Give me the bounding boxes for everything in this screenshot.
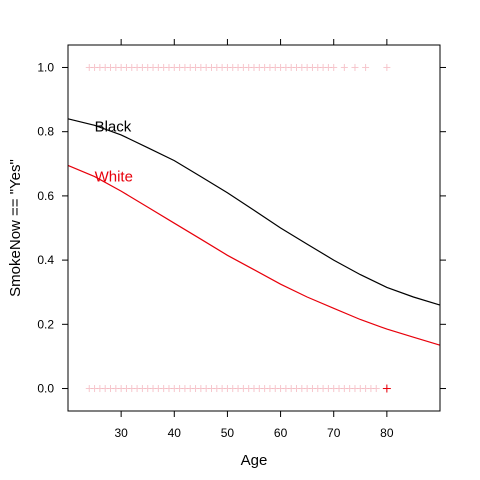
axis-ticks: 30 40 50 60 70 80 0.0 0.2 0.4 0.6 0.8 1.0 [37, 39, 446, 440]
x-tick-label: 70 [327, 426, 341, 440]
x-tick-label: 30 [114, 426, 128, 440]
y-axis-title: SmokeNow == "Yes" [7, 159, 24, 297]
y-tick-label: 0.6 [37, 189, 54, 203]
x-tick-label: 40 [168, 426, 182, 440]
x-tick-label: 60 [274, 426, 288, 440]
series-label-white: White [95, 168, 133, 185]
series-line-white [67, 164, 441, 346]
series-label-black: Black [95, 119, 132, 136]
fitted-curves [67, 118, 441, 346]
series-line-black [67, 118, 441, 306]
observation-point [330, 63, 338, 71]
y-tick-label: 0.8 [37, 125, 54, 139]
x-tick-label: 50 [221, 426, 235, 440]
observation-point [383, 63, 391, 71]
plot-frame [67, 44, 441, 412]
x-tick-label: 80 [380, 426, 394, 440]
observation-point [382, 384, 391, 393]
observation-point [351, 63, 359, 71]
y-tick-label: 0.4 [37, 253, 54, 267]
observation-rug [85, 63, 391, 393]
y-tick-label: 0.2 [37, 317, 54, 331]
observation-point [362, 63, 370, 71]
y-tick-label: 1.0 [37, 60, 54, 74]
observation-point [340, 63, 348, 71]
y-tick-label: 0.0 [37, 382, 54, 396]
observation-point [372, 385, 380, 393]
x-axis-title: Age [241, 452, 268, 469]
